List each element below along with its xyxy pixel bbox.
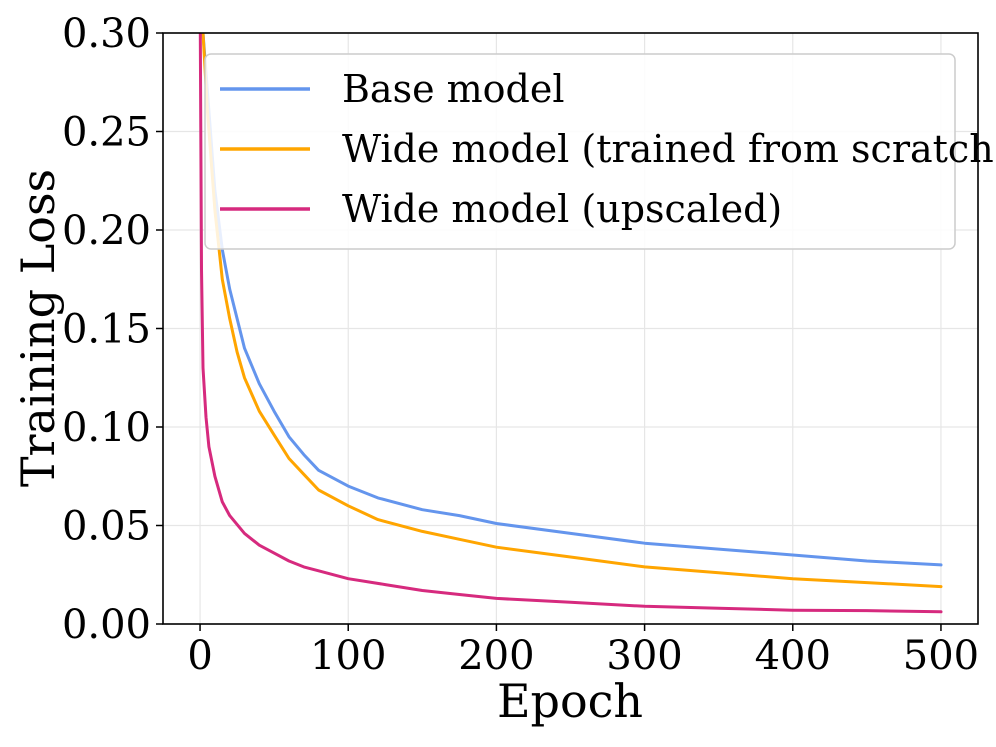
x-tick-label: 0 [187,633,212,679]
x-axis-title: Epoch [497,674,643,728]
legend-label-wide-model-upscaled: Wide model (upscaled) [342,187,782,231]
legend-label-base-model: Base model [342,67,565,111]
legend: Base model Wide model (trained from scrat… [204,53,996,250]
y-tick-label: 0.15 [62,307,151,353]
y-tick-label: 0.00 [62,602,151,648]
x-tick-label: 400 [755,633,831,679]
legend-box [204,53,956,250]
y-tick-label: 0.05 [62,504,151,550]
x-tick-label: 300 [606,633,682,679]
legend-label-wide-model-trained-from-scratch: Wide model (trained from scratch) [342,127,996,171]
ticks: 0 100 200 300 400 500 0.00 0.05 0.10 0.15 0.20 0.25… [62,11,979,679]
x-tick-label: 200 [458,633,534,679]
x-tick-label: 500 [903,633,979,679]
y-tick-label: 0.20 [62,208,151,254]
y-tick-label: 0.30 [62,11,151,57]
x-tick-label: 100 [310,633,386,679]
y-tick-label: 0.10 [62,405,151,451]
y-axis-title: Training Loss [11,169,65,487]
series-line-wide-model-upscaled [198,33,943,614]
series-line-wide-model-trained-from-scratch [201,33,943,589]
y-tick-label: 0.25 [62,110,151,156]
